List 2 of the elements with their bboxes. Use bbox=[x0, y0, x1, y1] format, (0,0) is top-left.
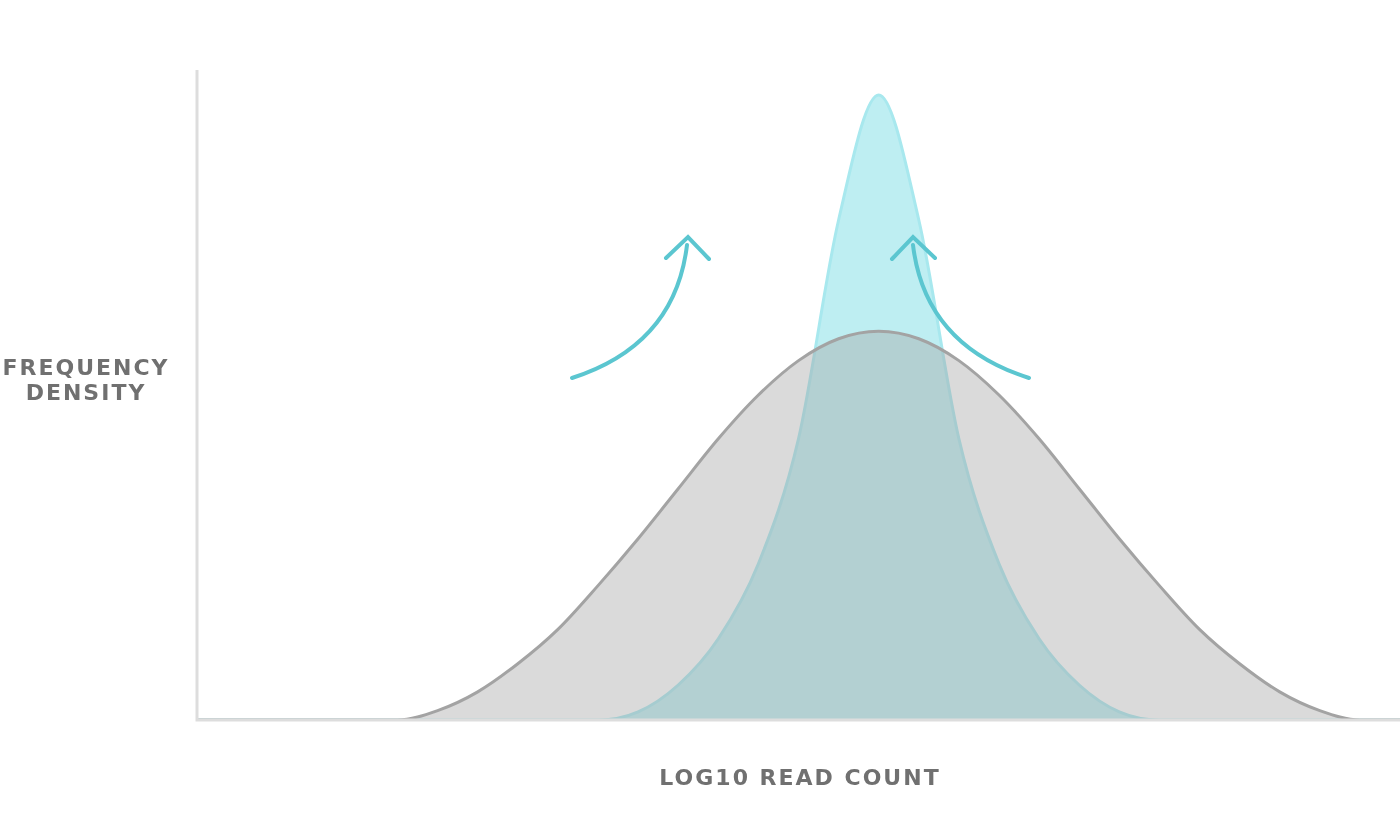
x-axis-title: LOG10 READ COUNT bbox=[658, 765, 942, 790]
y-axis-title: FREQUENCY DENSITY bbox=[1, 355, 171, 405]
